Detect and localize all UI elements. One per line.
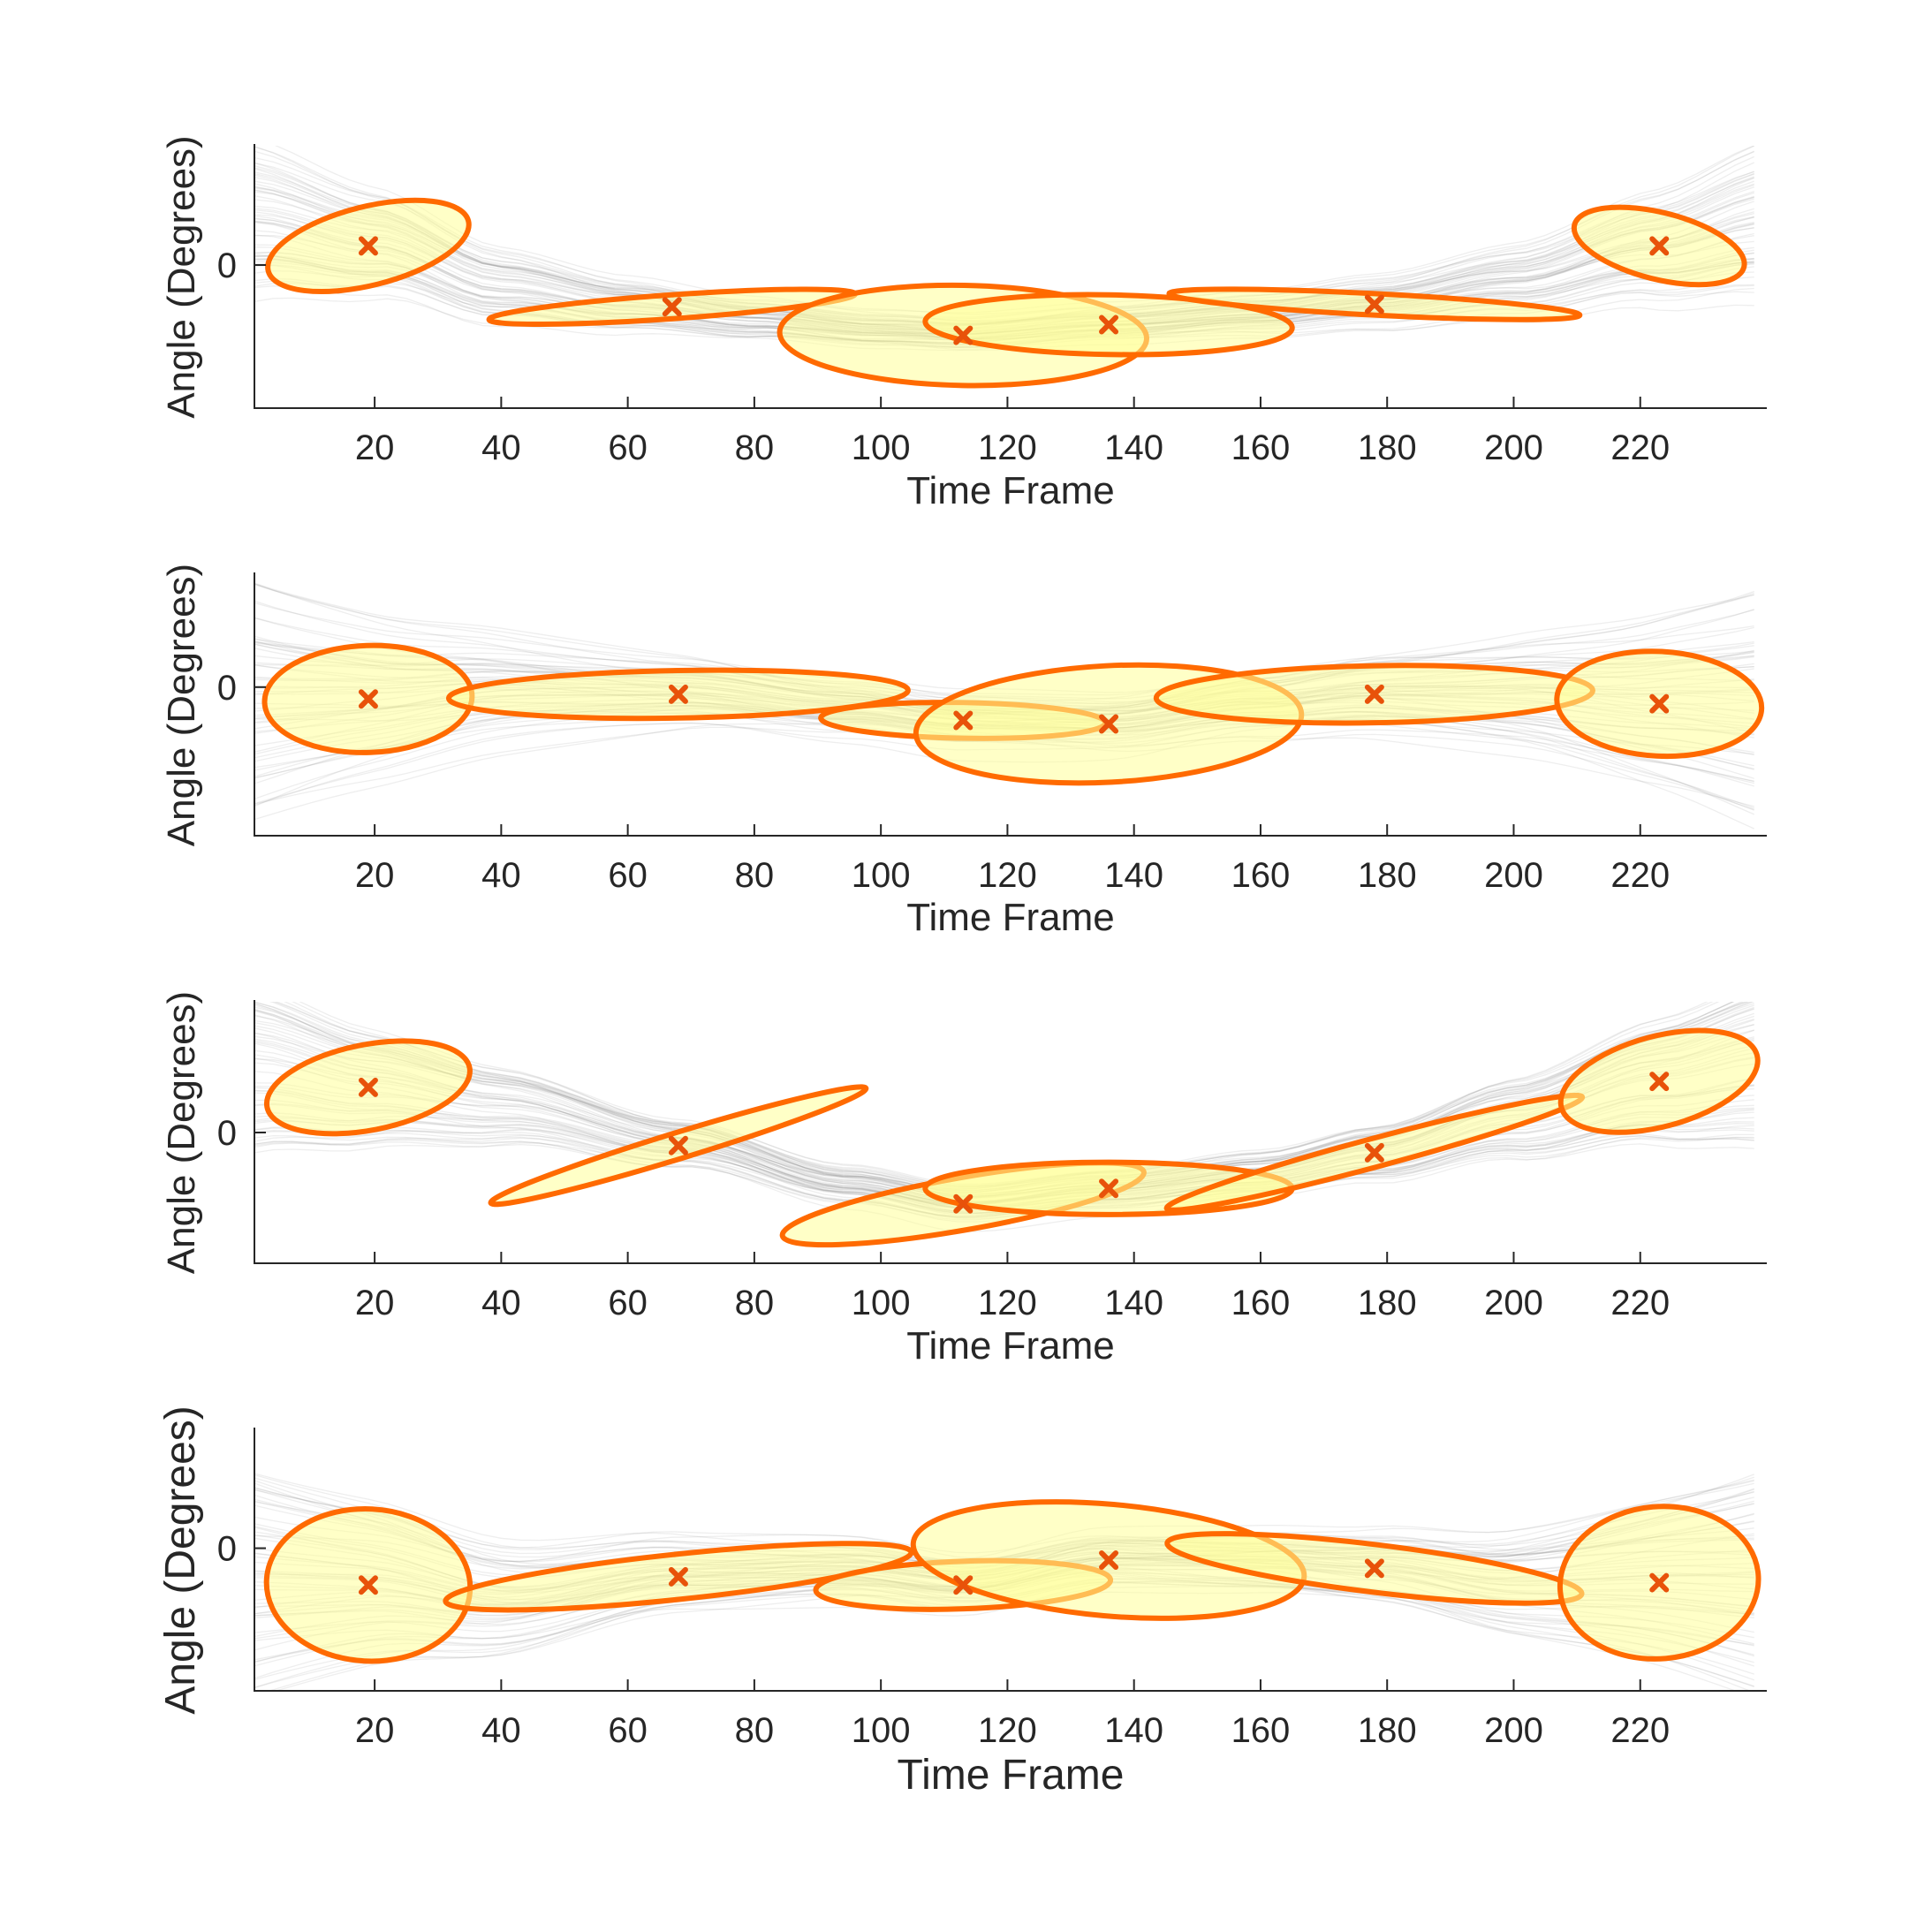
y-axis-title: Angle (Degrees) bbox=[160, 135, 203, 418]
gaussian-group bbox=[265, 197, 1747, 389]
y-axis-title: Angle (Degrees) bbox=[160, 564, 203, 846]
x-tick-label: 20 bbox=[355, 428, 395, 467]
x-tick-label: 60 bbox=[608, 1284, 648, 1322]
x-tick-label: 200 bbox=[1484, 1711, 1543, 1750]
axis-lines bbox=[254, 1000, 1767, 1264]
gaussian-center-6-x-mark-icon bbox=[1649, 693, 1670, 714]
trajectory-line bbox=[254, 1125, 1754, 1232]
x-tick-label: 100 bbox=[852, 1284, 911, 1322]
gaussian-center-5-x-mark-icon bbox=[1364, 1142, 1384, 1163]
x-tick-label: 180 bbox=[1358, 1284, 1417, 1322]
y-axis-title: Angle (Degrees) bbox=[160, 991, 203, 1274]
x-tick-label: 220 bbox=[1610, 1711, 1670, 1750]
x-axis-title: Time Frame bbox=[898, 1752, 1125, 1799]
x-tick-label: 60 bbox=[608, 428, 648, 467]
gaussian-center-6-x-mark-icon bbox=[1649, 1572, 1670, 1593]
axis-lines bbox=[254, 144, 1767, 409]
x-tick-label: 120 bbox=[978, 1284, 1037, 1322]
gaussian-center-3-x-mark-icon bbox=[953, 1193, 974, 1214]
y-tick-label: 0 bbox=[217, 669, 237, 708]
gaussian-center-4-x-mark-icon bbox=[1099, 1550, 1119, 1570]
x-tick-label: 180 bbox=[1358, 856, 1417, 895]
y-tick-label: 0 bbox=[217, 1530, 237, 1569]
x-tick-label: 20 bbox=[355, 856, 395, 895]
gaussian-center-4-x-mark-icon bbox=[1099, 714, 1119, 734]
x-tick-label: 180 bbox=[1358, 428, 1417, 467]
gaussian-center-5-x-mark-icon bbox=[1364, 294, 1384, 314]
x-tick-label: 200 bbox=[1484, 428, 1543, 467]
x-tick-label: 100 bbox=[852, 856, 911, 895]
x-tick-label: 100 bbox=[852, 428, 911, 467]
x-axis-title: Time Frame bbox=[906, 896, 1115, 939]
gaussian-center-4-x-mark-icon bbox=[1099, 314, 1119, 335]
x-tick-label: 120 bbox=[978, 856, 1037, 895]
gaussian-center-1-x-mark-icon bbox=[358, 1077, 378, 1097]
x-tick-label: 100 bbox=[852, 1711, 911, 1750]
x-axis-title: Time Frame bbox=[906, 469, 1115, 512]
gaussian-center-1-x-mark-icon bbox=[358, 689, 378, 709]
y-tick-label: 0 bbox=[217, 246, 237, 285]
x-tick-label: 20 bbox=[355, 1284, 395, 1322]
axis-lines bbox=[254, 572, 1767, 837]
x-tick-label: 140 bbox=[1104, 856, 1163, 895]
x-tick-label: 180 bbox=[1358, 1711, 1417, 1750]
gaussian-center-5-x-mark-icon bbox=[1364, 684, 1384, 704]
x-tick-label: 20 bbox=[355, 1711, 395, 1750]
x-tick-label: 160 bbox=[1231, 428, 1291, 467]
x-tick-label: 40 bbox=[481, 1711, 521, 1750]
x-tick-label: 120 bbox=[978, 1711, 1037, 1750]
gaussian-center-2-x-mark-icon bbox=[668, 684, 688, 704]
x-tick-label: 200 bbox=[1484, 1284, 1543, 1322]
gaussian-center-2-x-mark-icon bbox=[668, 1566, 688, 1587]
x-tick-label: 220 bbox=[1610, 856, 1670, 895]
x-tick-label: 40 bbox=[481, 1284, 521, 1322]
y-axis-title: Angle (Degrees) bbox=[157, 1405, 204, 1715]
gaussian-group bbox=[261, 642, 1765, 786]
x-tick-label: 220 bbox=[1610, 428, 1670, 467]
panel-1: 20 40 60 80 100 120 140 160 180 200 220 0 Time Frame… bbox=[160, 135, 1767, 512]
x-tick-label: 200 bbox=[1484, 856, 1543, 895]
gaussian-center-3-x-mark-icon bbox=[953, 710, 974, 731]
x-tick-label: 140 bbox=[1104, 1284, 1163, 1322]
x-tick-label: 160 bbox=[1231, 1284, 1291, 1322]
x-tick-label: 140 bbox=[1104, 1711, 1163, 1750]
panel-4: 20 40 60 80 100 120 140 160 180 200 220 0 Time Frame… bbox=[157, 1405, 1767, 1799]
y-tick-label: 0 bbox=[217, 1114, 237, 1153]
gaussian-center-2-x-mark-icon bbox=[668, 1135, 688, 1155]
x-tick-label: 40 bbox=[481, 428, 521, 467]
gaussian-center-5-x-mark-icon bbox=[1364, 1558, 1384, 1579]
gaussian-center-1-x-mark-icon bbox=[358, 1575, 378, 1595]
axis-lines bbox=[254, 1428, 1767, 1692]
x-tick-label: 120 bbox=[978, 428, 1037, 467]
x-tick-label: 80 bbox=[735, 856, 775, 895]
x-tick-label: 80 bbox=[735, 428, 775, 467]
x-tick-label: 40 bbox=[481, 856, 521, 895]
gaussian-group bbox=[263, 1027, 1761, 1248]
x-axis-title: Time Frame bbox=[906, 1324, 1115, 1368]
gaussian-group bbox=[263, 1499, 1762, 1664]
gaussian-center-1-x-mark-icon bbox=[358, 236, 378, 256]
panel-3: 20 40 60 80 100 120 140 160 180 200 220 0 Time Frame… bbox=[160, 991, 1767, 1368]
gaussian-center-3-x-mark-icon bbox=[953, 1575, 974, 1595]
gaussian-center-2-x-mark-icon bbox=[662, 297, 682, 317]
x-tick-label: 60 bbox=[608, 856, 648, 895]
x-tick-label: 60 bbox=[608, 1711, 648, 1750]
x-tick-label: 140 bbox=[1104, 428, 1163, 467]
x-tick-label: 220 bbox=[1610, 1284, 1670, 1322]
gaussian-center-6-x-mark-icon bbox=[1649, 236, 1670, 256]
x-tick-label: 80 bbox=[735, 1711, 775, 1750]
panel-2: 20 40 60 80 100 120 140 160 180 200 220 0 Time Frame… bbox=[160, 564, 1767, 939]
gaussian-center-4-x-mark-icon bbox=[1099, 1178, 1119, 1199]
x-tick-label: 80 bbox=[735, 1284, 775, 1322]
gaussian-center-3-x-mark-icon bbox=[953, 325, 974, 345]
x-tick-label: 160 bbox=[1231, 856, 1291, 895]
x-tick-label: 160 bbox=[1231, 1711, 1291, 1750]
gaussian-center-6-x-mark-icon bbox=[1649, 1072, 1670, 1092]
